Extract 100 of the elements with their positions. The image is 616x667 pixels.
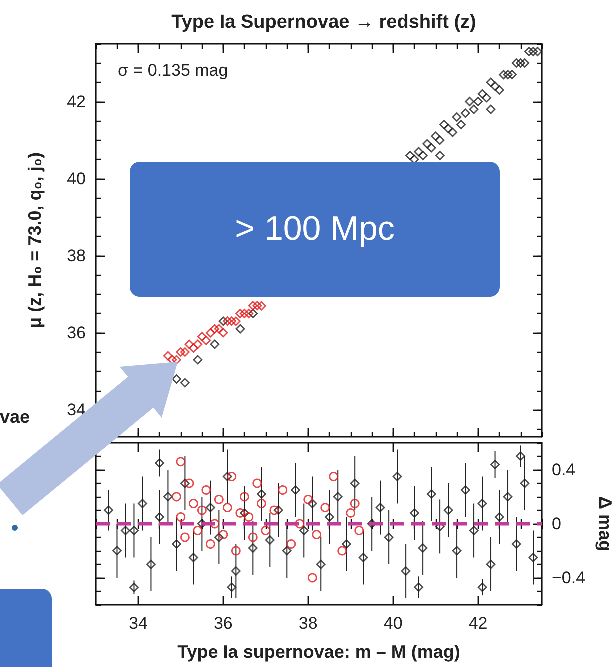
point [240, 508, 250, 518]
point [465, 97, 474, 106]
point [104, 506, 114, 516]
point [316, 560, 326, 570]
point [410, 508, 420, 518]
point [406, 151, 416, 160]
point [193, 340, 203, 350]
point [256, 499, 266, 508]
point [431, 132, 441, 142]
point [524, 47, 534, 56]
point [188, 344, 198, 354]
point [121, 526, 130, 536]
point [469, 104, 479, 114]
point [486, 560, 496, 570]
point [202, 336, 212, 346]
point [520, 478, 530, 488]
point [172, 374, 182, 384]
point [503, 70, 513, 80]
point [435, 522, 445, 532]
x-tick-label: 34 [129, 614, 148, 633]
point [329, 472, 339, 482]
point [392, 472, 402, 482]
point [206, 328, 216, 338]
point [435, 136, 445, 146]
text: vae [0, 407, 30, 428]
point [214, 532, 224, 542]
point [418, 544, 428, 553]
point [193, 355, 203, 365]
point [422, 139, 432, 149]
y2-tick-label: 0.4 [552, 460, 576, 480]
point [231, 546, 241, 556]
point [214, 324, 224, 334]
point [414, 582, 424, 592]
y-tick-label: 36 [67, 323, 86, 342]
point [270, 506, 280, 516]
point [508, 70, 517, 80]
point [338, 546, 348, 556]
point [222, 472, 232, 482]
point [503, 492, 513, 502]
point [350, 499, 360, 508]
point [346, 508, 356, 518]
point [198, 506, 207, 516]
point [414, 147, 424, 157]
point [401, 566, 411, 576]
point [418, 151, 428, 160]
point [516, 452, 526, 462]
point [218, 328, 228, 338]
point [482, 93, 492, 103]
point [342, 540, 352, 549]
y2-tick-label: −0.4 [552, 568, 586, 588]
point [512, 58, 522, 68]
point [164, 492, 173, 502]
point [172, 540, 182, 549]
point [478, 89, 488, 99]
point [197, 519, 207, 529]
point [252, 301, 262, 311]
y2-axis-title: Δ mag [595, 496, 616, 552]
point [248, 532, 258, 542]
point [265, 536, 275, 545]
y2-tick-label: 0 [552, 514, 562, 534]
point [164, 351, 173, 361]
point [202, 486, 212, 495]
point [138, 499, 148, 508]
point [172, 355, 182, 365]
point [426, 143, 436, 153]
point [218, 530, 228, 540]
point [533, 47, 542, 56]
point [452, 112, 462, 122]
point [528, 553, 538, 562]
x-tick-label: 42 [468, 614, 488, 633]
point [444, 124, 454, 134]
point [494, 86, 504, 95]
point [206, 503, 216, 512]
point [146, 560, 156, 570]
y-tick-label: 42 [67, 92, 86, 112]
y-axis-title: μ (z, H₀ = 73.0, q₀, j₀) [25, 152, 45, 328]
point [214, 495, 224, 504]
point [184, 478, 194, 488]
point [486, 78, 496, 88]
point [520, 58, 530, 68]
point [197, 332, 207, 342]
x-tick-label: 38 [298, 614, 318, 633]
point [256, 301, 266, 311]
point [218, 316, 228, 326]
point [490, 460, 500, 470]
point [516, 58, 526, 68]
point [528, 47, 538, 56]
point [236, 324, 246, 334]
point [244, 309, 254, 318]
point [295, 519, 305, 529]
y-tick-label: 38 [67, 246, 86, 266]
point [180, 348, 190, 357]
point [376, 503, 386, 512]
point [248, 301, 258, 311]
point [274, 506, 284, 516]
point [278, 486, 288, 495]
point [227, 316, 237, 326]
point [490, 82, 500, 92]
point [231, 566, 241, 576]
point [210, 340, 220, 350]
